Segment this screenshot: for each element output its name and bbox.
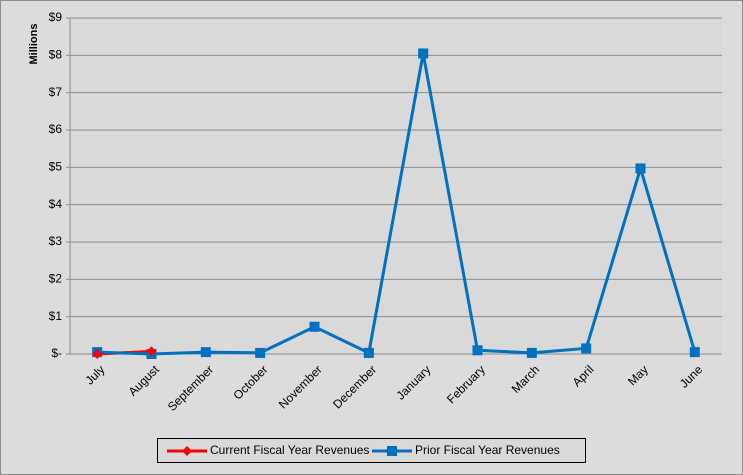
legend-label: Current Fiscal Year Revenues (210, 443, 369, 457)
y-tick-label: $- (51, 346, 62, 360)
y-tick-label: $2 (49, 272, 63, 286)
y-tick-label: $3 (49, 234, 63, 248)
legend-label: Prior Fiscal Year Revenues (415, 443, 560, 457)
y-tick-label: $9 (49, 10, 63, 24)
data-point (526, 347, 537, 358)
y-tick-label: $4 (49, 197, 63, 211)
y-axis-title: Millions (28, 24, 40, 65)
legend-marker (387, 446, 397, 456)
y-tick-label: $8 (49, 48, 63, 62)
data-point (635, 163, 646, 174)
series-line (97, 53, 697, 356)
legend-marker (182, 446, 192, 456)
legend-box (157, 438, 586, 463)
data-point (472, 345, 483, 356)
data-point (418, 48, 429, 59)
data-point (200, 347, 211, 358)
plot-area (70, 18, 722, 354)
data-point (92, 349, 103, 359)
y-tick-label: $5 (49, 160, 63, 174)
data-point (255, 347, 266, 358)
y-tick-label: $1 (49, 309, 63, 323)
y-tick-label: $6 (49, 122, 63, 136)
data-point (309, 321, 320, 332)
data-point (689, 347, 700, 358)
data-point (363, 347, 374, 358)
y-tick-label: $7 (49, 85, 63, 99)
data-point (581, 343, 592, 354)
data-point (146, 346, 157, 357)
